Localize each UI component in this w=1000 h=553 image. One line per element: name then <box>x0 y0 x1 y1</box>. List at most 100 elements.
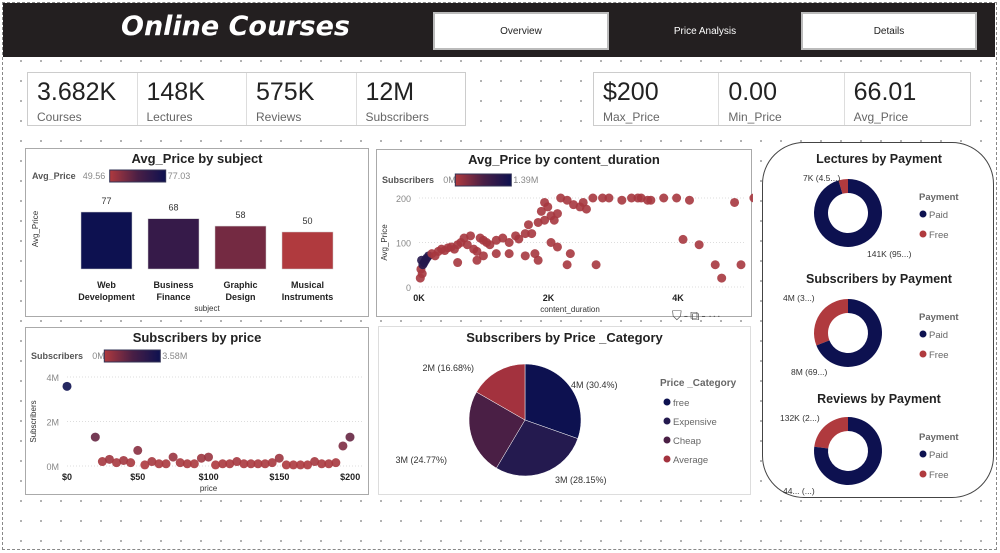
y-axis-label: Avg_Price <box>31 210 40 247</box>
subscribers-by-price-category-chart[interactable]: Subscribers by Price _Category 4M (30.4%… <box>378 326 751 495</box>
data-point <box>498 233 508 243</box>
data-label: 7K (4.5...) <box>803 173 840 183</box>
data-point <box>643 195 653 205</box>
donut-slice-free <box>838 179 848 194</box>
data-point <box>417 269 427 279</box>
nav-price-analysis-button[interactable]: Price Analysis <box>673 25 737 37</box>
chart-title: Lectures by Payment <box>816 152 943 166</box>
legend-item: Paid <box>929 330 948 341</box>
data-point <box>546 238 556 247</box>
legend-item: Free <box>929 230 949 241</box>
nav-details-button[interactable]: Details <box>801 12 977 50</box>
avg-price-by-duration-chart[interactable]: Avg_Price by content_duration Subscriber… <box>376 149 753 317</box>
legend-min: 49.56 <box>83 171 106 181</box>
legend-marker <box>919 470 927 478</box>
donut-slice-free <box>814 417 848 449</box>
data-point <box>591 260 601 270</box>
data-point <box>520 229 530 239</box>
chart-title: Subscribers by price <box>132 330 262 345</box>
x-axis-label: subject <box>194 304 220 313</box>
visual-header-icons[interactable]: ⛉-⧉-⋯ <box>672 308 723 323</box>
data-point <box>536 206 546 216</box>
data-point <box>749 193 753 203</box>
data-point <box>717 273 727 283</box>
x-tick-label: 2K <box>543 293 555 303</box>
data-point <box>453 258 463 268</box>
donut-slice-paid <box>814 417 882 485</box>
data-point <box>472 255 482 265</box>
data-point <box>175 458 185 468</box>
y-tick-label: 0M <box>46 462 59 472</box>
data-point <box>527 229 537 239</box>
data-point <box>588 193 598 203</box>
data-label: 50 <box>302 216 312 226</box>
data-point <box>126 458 136 468</box>
data-point <box>578 197 588 207</box>
legend-min: 0M <box>443 175 456 185</box>
data-point <box>617 195 627 205</box>
data-point <box>472 246 482 256</box>
data-point <box>478 251 488 261</box>
legend-title: Price _Category <box>660 378 737 389</box>
data-point <box>218 459 228 469</box>
legend-label: Subscribers <box>31 351 83 361</box>
nav-overview-button[interactable]: Overview <box>433 12 609 50</box>
data-point <box>62 381 72 391</box>
x-tick-label: 4K <box>672 293 684 303</box>
data-point <box>133 445 143 455</box>
data-point <box>232 457 242 467</box>
data-point <box>331 458 341 468</box>
data-point <box>104 454 114 464</box>
avg-price-by-subject-chart[interactable]: Avg_Price by subject Avg_Price 49.56 77.03… <box>25 148 369 317</box>
donut-slice-paid <box>814 179 882 247</box>
x-tick-label: $0 <box>62 472 72 482</box>
legend-item: Expensive <box>673 417 717 428</box>
legend-marker <box>919 450 927 458</box>
x-tick-label: Musical <box>291 280 324 290</box>
data-point <box>119 455 129 465</box>
data-point <box>466 231 476 241</box>
data-point <box>140 460 150 470</box>
legend-max: 1.39M <box>513 175 538 185</box>
focus-mode-icon[interactable]: ⧉ <box>690 308 702 323</box>
legend-max: 77.03 <box>168 171 191 181</box>
legend-item: Paid <box>929 450 948 461</box>
bar-musical-instruments <box>281 231 334 270</box>
data-label: 3M (28.15%) <box>555 475 607 485</box>
data-point <box>514 234 524 244</box>
legend-marker <box>663 417 671 425</box>
x-axis-label: price <box>200 484 218 493</box>
legend-title: Payment <box>919 312 959 323</box>
y-tick-label: 200 <box>396 194 411 204</box>
data-label: 44... (...) <box>783 486 815 496</box>
more-options-icon[interactable]: ⋯ <box>707 308 723 323</box>
x-tick-label: Design <box>225 292 255 302</box>
pie-slice-cheap <box>468 391 526 469</box>
x-tick-label: Instruments <box>282 292 334 302</box>
data-point <box>303 460 313 470</box>
kpi-min-price: 0.00 Min_Price <box>719 73 845 125</box>
kpi-card-left: 3.682K Courses 148K Lectures 575K Reviews 1… <box>27 72 466 126</box>
x-tick-label: $150 <box>269 472 289 482</box>
header-bar: Online Courses Overview Price Analysis D… <box>3 3 995 57</box>
kpi-subscribers: 12M Subscribers <box>365 78 429 124</box>
filter-icon[interactable]: ⛉ <box>672 308 684 323</box>
data-point <box>274 453 284 463</box>
data-point <box>604 193 614 203</box>
data-point <box>161 459 171 469</box>
x-tick-label: Graphic <box>223 280 257 290</box>
data-label: 2M (16.68%) <box>422 363 474 373</box>
data-point <box>504 238 514 247</box>
data-label: 58 <box>235 210 245 220</box>
y-tick-label: 100 <box>396 239 411 249</box>
data-point <box>225 459 235 469</box>
data-point <box>267 458 277 468</box>
x-tick-label: Business <box>153 280 193 290</box>
legend-marker <box>663 398 671 406</box>
subscribers-by-price-chart[interactable]: Subscribers by price Subscribers 0M 3.58M 0… <box>25 327 369 495</box>
data-point <box>530 249 540 259</box>
kpi-max-price: $200 Max_Price <box>594 73 720 125</box>
data-point <box>672 193 682 203</box>
legend-marker <box>663 455 671 463</box>
data-point <box>485 240 495 250</box>
